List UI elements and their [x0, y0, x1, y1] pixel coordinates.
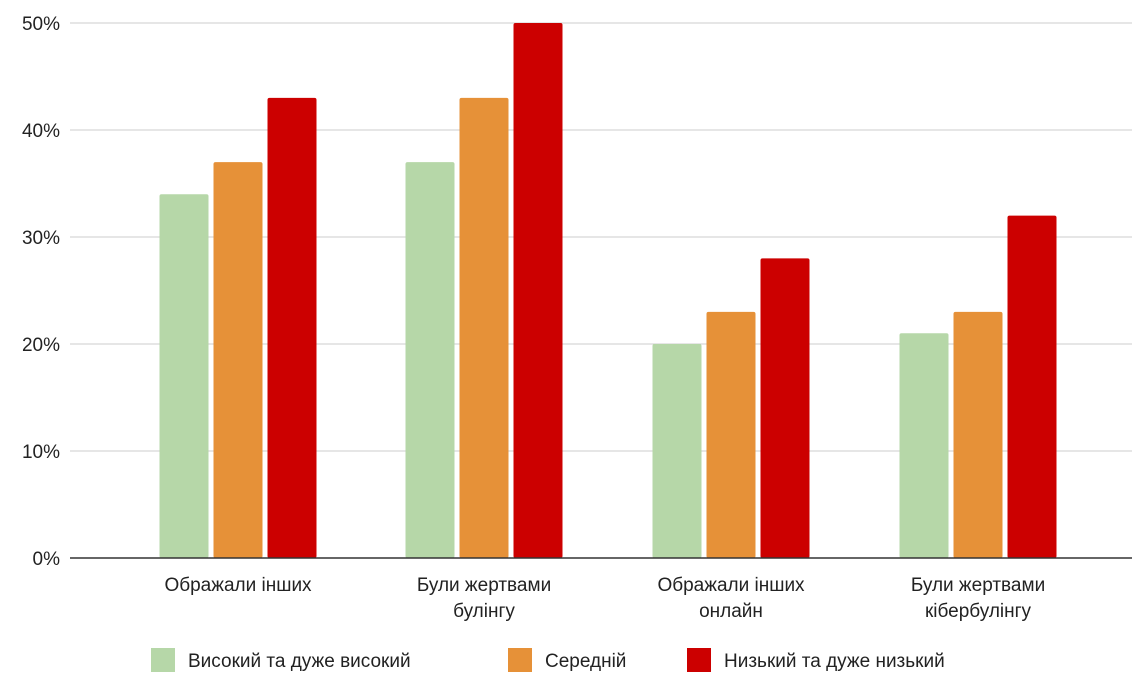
- x-axis-category-labels: Ображали інших Були жертвами булінгу Обража…: [164, 575, 1045, 622]
- x-category-label: Були жертвами: [911, 575, 1045, 596]
- bar: [1007, 215, 1057, 558]
- legend-item: Середній: [508, 648, 626, 672]
- bar: [513, 23, 563, 558]
- legend-label: Низький та дуже низький: [724, 651, 945, 672]
- x-category-label: Ображали інших: [657, 575, 805, 596]
- bar: [213, 162, 263, 558]
- x-category-label: Були жертвами: [417, 575, 551, 596]
- x-category-label: кібербулінгу: [925, 601, 1032, 622]
- bar: [899, 333, 949, 558]
- x-category-label: Ображали інших: [164, 575, 312, 596]
- y-tick-label: 10%: [22, 442, 60, 463]
- bar: [459, 97, 509, 559]
- legend-swatch: [508, 648, 532, 672]
- bar: [405, 162, 455, 558]
- x-category-label: булінгу: [453, 601, 515, 622]
- bar: [760, 258, 810, 558]
- legend-item: Низький та дуже низький: [687, 648, 945, 672]
- bar: [652, 344, 702, 558]
- legend-label: Середній: [545, 651, 626, 672]
- y-tick-label: 40%: [22, 121, 60, 142]
- legend-swatch: [151, 648, 175, 672]
- x-category-label: онлайн: [699, 601, 763, 622]
- bars: [159, 23, 1057, 559]
- bar: [159, 194, 209, 558]
- y-tick-label: 0%: [33, 549, 61, 570]
- y-tick-label: 20%: [22, 335, 60, 356]
- legend-swatch: [687, 648, 711, 672]
- bar: [706, 311, 756, 558]
- bar: [267, 97, 317, 559]
- bar: [953, 311, 1003, 558]
- legend-item: Високий та дуже високий: [151, 648, 411, 672]
- y-tick-label: 30%: [22, 228, 60, 249]
- y-tick-label: 50%: [22, 14, 60, 35]
- y-axis-tick-labels: 0% 10% 20% 30% 40% 50%: [22, 14, 60, 570]
- legend: Високий та дуже високий Середній Низький т…: [151, 648, 945, 672]
- legend-label: Високий та дуже високий: [188, 651, 411, 672]
